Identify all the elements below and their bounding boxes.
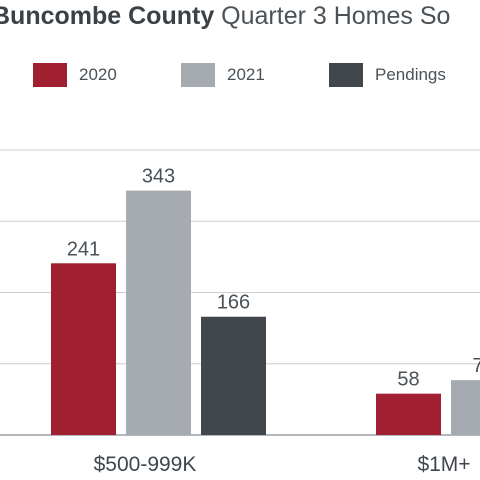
bar-value-label: 166: [217, 292, 250, 314]
bar-value-label: 343: [142, 166, 175, 188]
bar-value-label: 58: [397, 369, 419, 391]
bar-2020-1: [376, 393, 441, 435]
legend-label-2020: 2020: [79, 65, 117, 84]
chart-title-main: Buncombe County: [0, 2, 215, 30]
legend-item-2021: 2021: [181, 63, 265, 87]
legend-item-2020: 2020: [33, 63, 117, 87]
bar-2021-1: [451, 380, 480, 435]
bar-value-label: 241: [67, 238, 100, 260]
category-label-1: $1M+: [417, 453, 470, 476]
bar-2020-0: [51, 263, 116, 435]
chart-title: Buncombe County Quarter 3 Homes So: [0, 0, 450, 32]
legend-item-pendings: Pendings: [329, 63, 446, 87]
bar-pendings-0: [201, 316, 266, 435]
legend-swatch-pendings: [329, 63, 363, 87]
bar-value-label: 77: [472, 355, 480, 377]
bar-2021-0: [126, 190, 191, 435]
legend-swatch-2020: [33, 63, 67, 87]
chart-title-sub: Quarter 3 Homes So: [221, 2, 451, 30]
category-label-0: $500-999K: [94, 453, 197, 476]
legend-label-pendings: Pendings: [375, 65, 446, 84]
legend-swatch-2021: [181, 63, 215, 87]
legend-label-2021: 2021: [227, 65, 265, 84]
